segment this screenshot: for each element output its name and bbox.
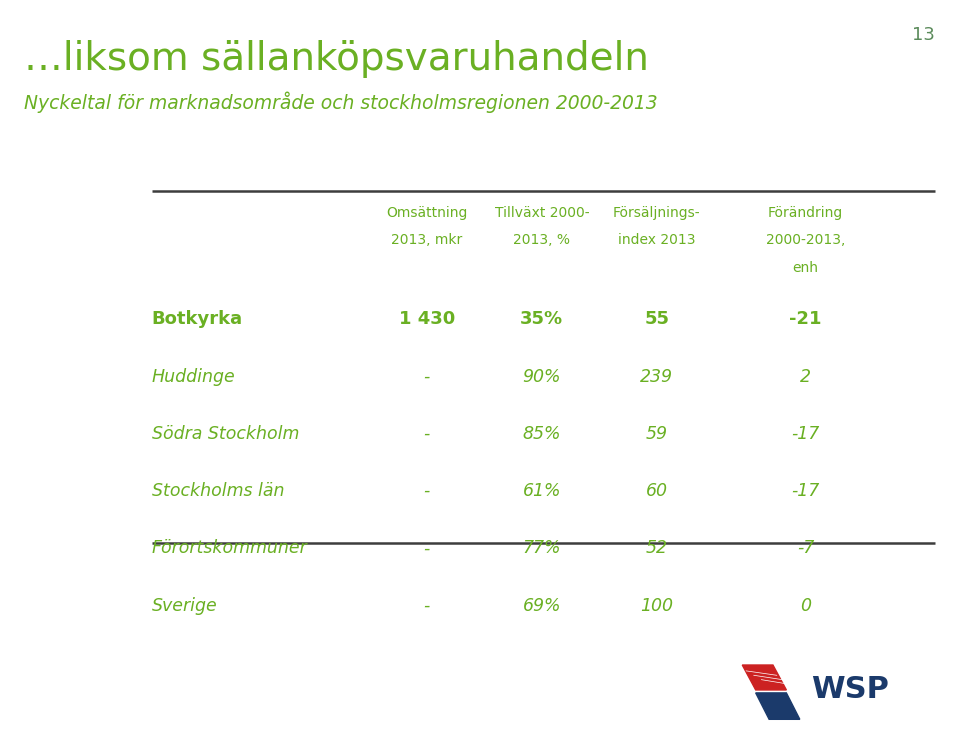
Text: 90%: 90% <box>523 368 561 385</box>
Text: index 2013: index 2013 <box>619 233 695 247</box>
Text: Förortskommuner: Förortskommuner <box>152 539 307 557</box>
Text: 52: 52 <box>646 539 667 557</box>
Text: 69%: 69% <box>523 597 561 614</box>
Text: Södra Stockholm: Södra Stockholm <box>152 425 299 443</box>
Text: -7: -7 <box>797 539 814 557</box>
Text: Förändring: Förändring <box>768 206 843 219</box>
Text: 0: 0 <box>800 597 811 614</box>
Text: 13: 13 <box>912 26 935 44</box>
Text: 2000-2013,: 2000-2013, <box>766 233 845 247</box>
Text: …liksom sällanköpsvaruhandeln: …liksom sällanköpsvaruhandeln <box>24 40 649 79</box>
Text: Stockholms län: Stockholms län <box>152 482 284 500</box>
Text: 2: 2 <box>800 368 811 385</box>
Text: 100: 100 <box>641 597 673 614</box>
Polygon shape <box>742 665 786 690</box>
Text: 2013, mkr: 2013, mkr <box>391 233 462 247</box>
Text: -: - <box>424 597 430 614</box>
Text: WSP: WSP <box>811 675 889 705</box>
Text: Huddinge: Huddinge <box>152 368 235 385</box>
Text: -21: -21 <box>789 310 822 328</box>
Text: Nyckeltal för marknadsområde och stockholmsregionen 2000-2013: Nyckeltal för marknadsområde och stockho… <box>24 92 658 113</box>
Text: 1 430: 1 430 <box>399 310 455 328</box>
Text: 85%: 85% <box>523 425 561 443</box>
Text: -: - <box>424 425 430 443</box>
Text: 77%: 77% <box>523 539 561 557</box>
Text: Sverige: Sverige <box>152 597 218 614</box>
Text: Försäljnings-: Försäljnings- <box>613 206 701 219</box>
Text: Tillväxt 2000-: Tillväxt 2000- <box>495 206 589 219</box>
Text: 35%: 35% <box>521 310 563 328</box>
Text: -17: -17 <box>791 425 820 443</box>
Text: -: - <box>424 539 430 557</box>
Text: Omsättning: Omsättning <box>386 206 467 219</box>
Text: 55: 55 <box>644 310 669 328</box>
Text: 2013, %: 2013, % <box>513 233 571 247</box>
Text: 59: 59 <box>646 425 667 443</box>
Text: 60: 60 <box>646 482 667 500</box>
Text: -17: -17 <box>791 482 820 500</box>
Polygon shape <box>756 693 800 719</box>
Text: 239: 239 <box>641 368 673 385</box>
Text: 61%: 61% <box>523 482 561 500</box>
Text: Botkyrka: Botkyrka <box>152 310 243 328</box>
Text: -: - <box>424 482 430 500</box>
Text: -: - <box>424 368 430 385</box>
Text: enh: enh <box>792 261 819 275</box>
